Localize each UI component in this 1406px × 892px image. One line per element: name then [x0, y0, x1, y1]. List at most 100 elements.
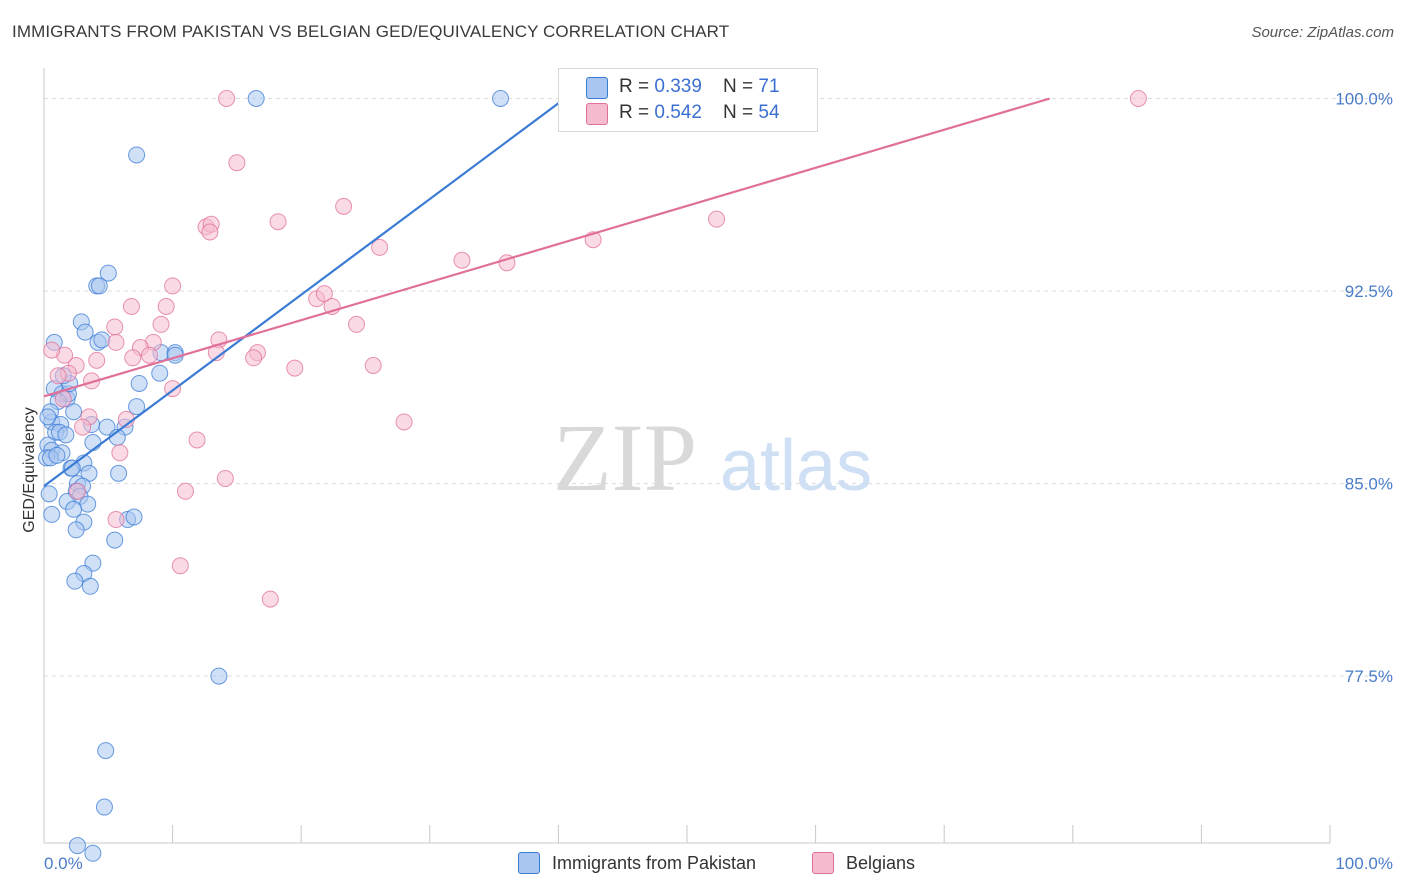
- legend-row-pakistan: R = 0.339 N = 71: [586, 75, 780, 99]
- pakistan-point: [67, 521, 85, 539]
- watermark-atlas: atlas: [720, 426, 872, 506]
- pakistan-point: [151, 364, 169, 382]
- legend-r-label: R =: [619, 102, 655, 123]
- belgian-point: [176, 482, 194, 500]
- belgian-point: [49, 367, 67, 385]
- axes-layer: 77.5% 85.0% 92.5% 100.0% 0.0% 100.0%: [43, 68, 1393, 873]
- belgian-point: [188, 431, 206, 449]
- belgian-point: [43, 341, 61, 359]
- belgian-point: [286, 359, 304, 377]
- legend-r-label: R =: [619, 76, 655, 97]
- pakistan-point: [81, 577, 99, 595]
- pakistan-point: [247, 90, 265, 108]
- series-legend-pakistan[interactable]: Immigrants from Pakistan: [518, 852, 756, 874]
- pakistan-point: [76, 323, 94, 341]
- series-legend-label: Belgians: [846, 852, 916, 873]
- y-tick-label: 85.0%: [1345, 475, 1393, 494]
- belgian-point: [68, 482, 86, 500]
- belgian-point: [228, 154, 246, 172]
- belgian-point: [74, 418, 92, 436]
- pakistan-point: [125, 508, 143, 526]
- pakistan-point: [110, 464, 128, 482]
- points-layer: [38, 90, 1147, 862]
- belgian-point: [152, 315, 170, 333]
- belgian-point: [708, 210, 726, 228]
- pakistan-point: [106, 531, 124, 549]
- belgian-point: [157, 297, 175, 315]
- watermark-zip: ZIP: [553, 404, 697, 511]
- x-tick-label-max: 100.0%: [1335, 854, 1393, 873]
- pakistan-point: [79, 495, 97, 513]
- belgian-point: [261, 590, 279, 608]
- pakistan-point: [68, 837, 86, 855]
- legend-swatch-belgians: [586, 103, 608, 125]
- pakistan-point: [84, 844, 102, 862]
- pakistan-trend-line: [43, 97, 566, 488]
- watermark: ZIP atlas: [553, 404, 872, 511]
- belgian-trend-line: [43, 97, 1050, 398]
- legend-r-value: 0.339: [654, 76, 702, 97]
- chart-title: IMMIGRANTS FROM PAKISTAN VS BELGIAN GED/…: [12, 22, 730, 41]
- y-tick-label: 92.5%: [1345, 282, 1393, 301]
- pakistan-point: [90, 277, 108, 295]
- pakistan-point: [98, 418, 116, 436]
- legend-n-label: N =: [723, 102, 759, 123]
- belgian-point: [245, 349, 263, 367]
- series-swatch-belgians: [812, 852, 834, 874]
- pakistan-point: [43, 505, 61, 523]
- belgian-point: [122, 297, 140, 315]
- pakistan-point: [130, 374, 148, 392]
- y-axis-title: GED/Equivalency: [21, 407, 38, 532]
- legend-row-belgians: R = 0.542 N = 54: [586, 101, 780, 125]
- pakistan-point: [57, 426, 75, 444]
- belgian-point: [201, 223, 219, 241]
- pakistan-point: [492, 90, 510, 108]
- belgian-point: [124, 349, 142, 367]
- pakistan-point: [48, 446, 66, 464]
- series-swatch-pakistan: [518, 852, 540, 874]
- grid-layer: [44, 98, 1390, 677]
- pakistan-point: [40, 485, 58, 503]
- source-credit: Source: ZipAtlas.com: [1251, 24, 1394, 41]
- pakistan-point: [39, 408, 57, 426]
- series-legend: Immigrants from Pakistan Belgians: [0, 852, 1406, 878]
- pakistan-point: [95, 798, 113, 816]
- legend-r-value: 0.542: [654, 102, 702, 123]
- belgian-point: [111, 444, 129, 462]
- belgian-point: [216, 469, 234, 487]
- legend-n-value: 71: [758, 76, 780, 97]
- series-legend-belgians[interactable]: Belgians: [812, 852, 915, 874]
- stats-legend: R = 0.339 N = 71 R = 0.542 N = 54: [558, 68, 818, 132]
- pakistan-point: [99, 264, 117, 282]
- pakistan-point: [66, 572, 84, 590]
- belgian-point: [140, 346, 158, 364]
- x-tick-label-min: 0.0%: [44, 854, 83, 873]
- pakistan-point: [65, 500, 83, 518]
- belgian-point: [453, 251, 471, 269]
- pakistan-point: [128, 146, 146, 164]
- trend-layer: [43, 97, 1050, 488]
- series-legend-label: Immigrants from Pakistan: [552, 852, 757, 873]
- belgian-point: [347, 315, 365, 333]
- belgian-point: [364, 356, 382, 374]
- pakistan-point: [65, 403, 83, 421]
- belgian-point: [171, 557, 189, 575]
- belgian-point: [88, 351, 106, 369]
- legend-n-label: N =: [723, 76, 759, 97]
- belgian-point: [107, 333, 125, 351]
- belgian-point: [371, 238, 389, 256]
- belgian-point: [107, 511, 125, 529]
- legend-n-value: 54: [758, 102, 780, 123]
- belgian-point: [335, 197, 353, 215]
- belgian-point: [218, 90, 236, 108]
- pakistan-point: [84, 434, 102, 452]
- y-tick-label: 100.0%: [1335, 90, 1393, 109]
- pakistan-point: [63, 459, 81, 477]
- pakistan-point: [210, 667, 228, 685]
- pakistan-point: [128, 398, 146, 416]
- belgian-point: [164, 277, 182, 295]
- y-tick-label: 77.5%: [1345, 667, 1393, 686]
- belgian-point: [1129, 90, 1147, 108]
- legend-swatch-pakistan: [586, 77, 608, 99]
